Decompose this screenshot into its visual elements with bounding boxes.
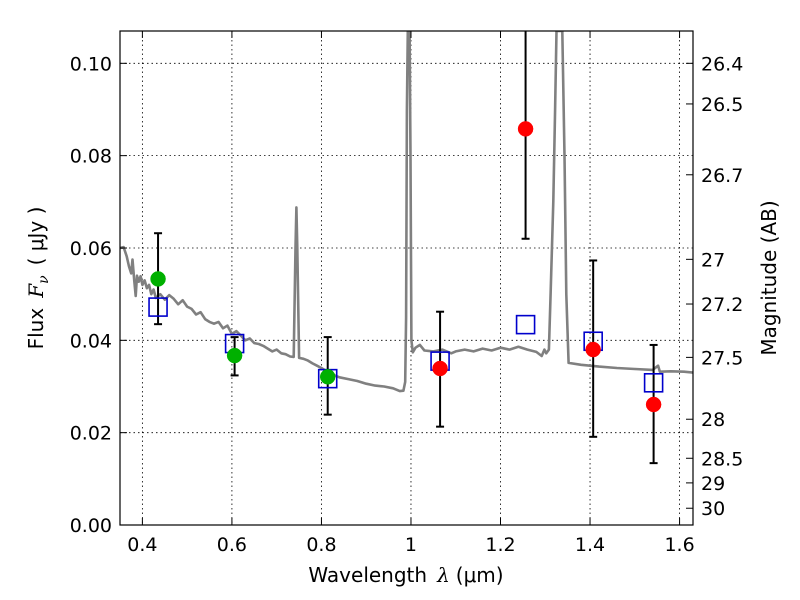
mag-tick-label: 27 <box>701 249 725 271</box>
green-data-point <box>319 369 336 385</box>
y-tick-label: 0.00 <box>70 515 112 537</box>
x-tick-label: 0.8 <box>306 534 336 556</box>
green-data-point <box>150 271 166 287</box>
x-tick-label: 0.4 <box>127 534 157 556</box>
y-axis-label: FluxFν( μJy ) <box>24 207 52 350</box>
y-tick-label: 0.04 <box>70 330 112 352</box>
mag-tick-label: 26.7 <box>701 165 743 187</box>
tick-layer: 0.4 0.6 0.8 1 1.2 1.4 1.6 0.00 0.02 0.04 0.06 0.08 0… <box>70 31 743 556</box>
mag-tick-label: 26.4 <box>701 53 743 75</box>
mag-tick-label: 29 <box>701 473 725 495</box>
model-spectrum-layer <box>120 31 693 393</box>
y-tick-label: 0.08 <box>70 146 112 168</box>
mag-tick-label: 26.5 <box>701 94 743 116</box>
x-tick-label: 0.6 <box>217 534 247 556</box>
mag-tick-label: 28.5 <box>701 448 743 470</box>
mag-tick-label: 30 <box>701 498 725 520</box>
model-square-marker <box>643 373 664 393</box>
y2-axis-label: Magnitude (AB) <box>757 200 781 355</box>
mag-tick-label: 27.5 <box>701 347 743 369</box>
red-data-point <box>517 121 534 137</box>
y-tick-label: 0.06 <box>70 238 112 260</box>
mag-tick-label: 28 <box>701 409 725 431</box>
red-data-point <box>432 360 448 377</box>
x-axis-label: Wavelength λ (μm) <box>308 563 503 587</box>
plot-frame <box>119 30 694 526</box>
x-tick-label: 1.2 <box>485 534 515 556</box>
model-square-marker <box>148 297 168 317</box>
red-data-point <box>645 396 662 413</box>
y-tick-label: 0.02 <box>70 423 112 445</box>
x-tick-label: 1.6 <box>664 534 694 556</box>
marker-layer <box>148 121 664 413</box>
model-square-marker <box>515 314 536 335</box>
model-spectrum-line <box>120 31 693 393</box>
x-tick-label: 1.4 <box>575 534 605 556</box>
y-tick-label: 0.10 <box>70 53 112 75</box>
green-data-point <box>226 347 243 364</box>
red-data-point <box>585 341 601 358</box>
x-tick-label: 1 <box>405 534 417 556</box>
mag-tick-label: 27.2 <box>701 294 743 316</box>
